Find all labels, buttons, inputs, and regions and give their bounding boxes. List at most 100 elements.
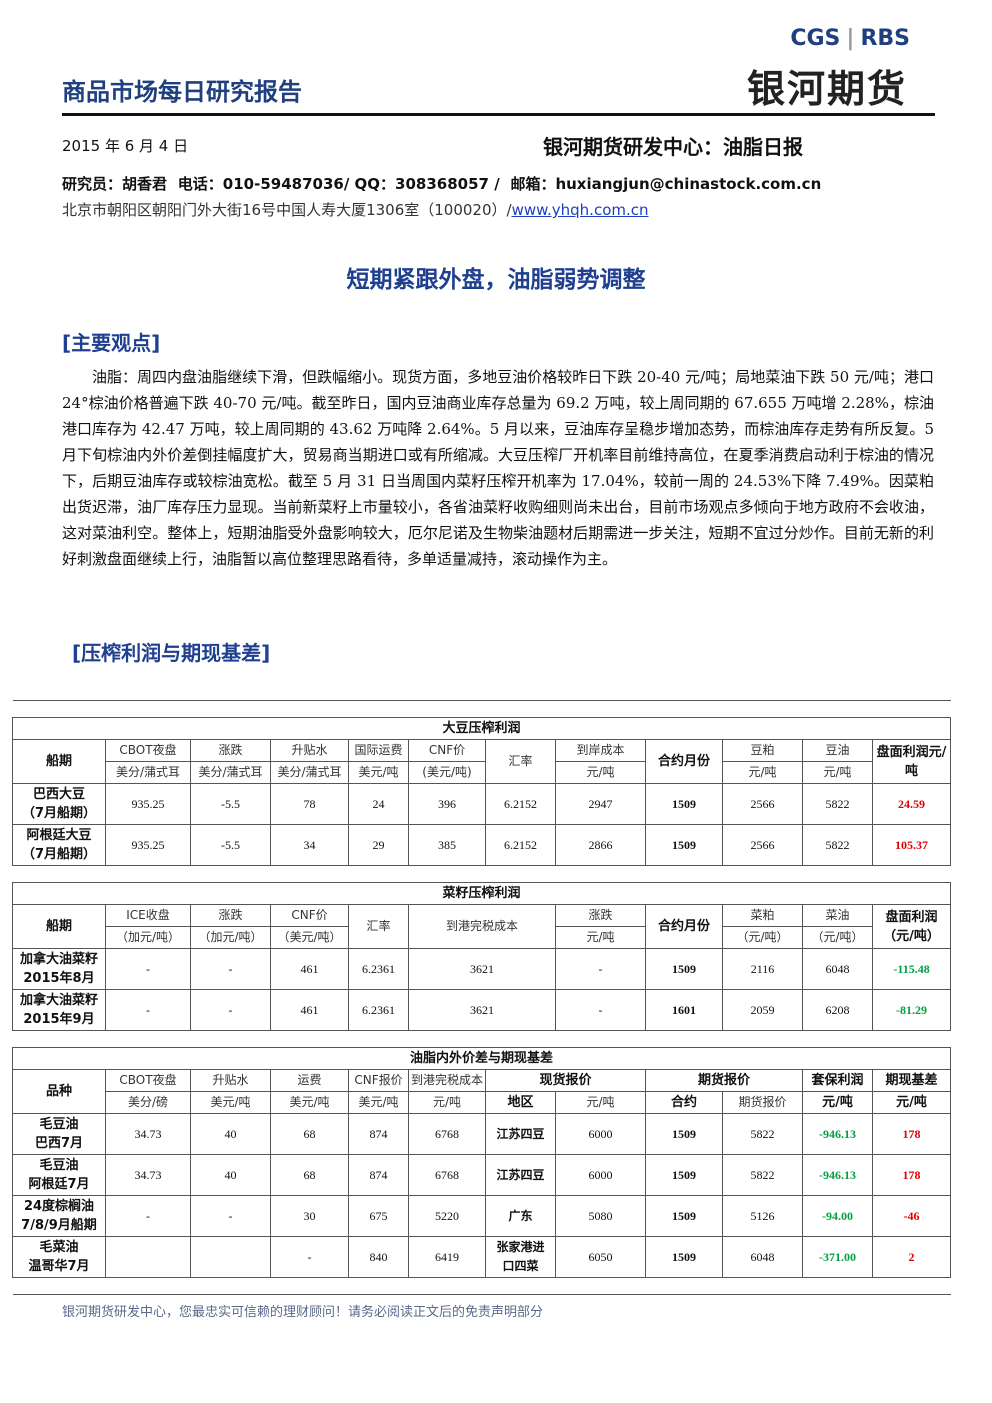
contact: 研究员：胡香君 电话：010-59487036/ QQ：308368057 / …	[62, 173, 827, 194]
data-cell: -946.13	[802, 1154, 873, 1196]
spacer-cell	[12, 1030, 951, 1048]
data-cell: 396	[408, 783, 486, 825]
website-link[interactable]: www.yhqh.com.cn	[511, 201, 649, 219]
data-cell: 2116	[722, 948, 803, 990]
header-cell: 元/吨	[802, 1091, 873, 1114]
data-cell: -371.00	[802, 1236, 873, 1278]
address-text: 北京市朝阳区朝阳门外大街16号中国人寿大厦1306室（100020）/	[62, 201, 512, 219]
data-row: 阿根廷大豆 （7月船期） 935.25 -5.5 34 29 385 6.2152 2866 1…	[12, 824, 952, 866]
data-cell: 加拿大油菜籽 2015年9月	[12, 989, 106, 1031]
data-cell: -5.5	[190, 783, 271, 825]
data-cell: 385	[408, 824, 486, 866]
data-cell: 5822	[802, 783, 873, 825]
header-cell: 菜油	[802, 904, 873, 927]
report-title: 商品市场每日研究报告	[62, 78, 302, 106]
data-cell: 1509	[645, 824, 723, 866]
header-cell: 豆油	[802, 739, 873, 762]
data-cell: -	[555, 948, 646, 990]
header-cell: 豆粕	[722, 739, 803, 762]
logo: CGS | RBS	[790, 26, 910, 51]
table-title-row: 油脂内外价差与期现基差	[11, 1047, 952, 1070]
data-cell: -94.00	[802, 1195, 873, 1237]
data-cell: 1509	[645, 783, 723, 825]
address: 北京市朝阳区朝阳门外大街16号中国人寿大厦1306室（100020）/www.y…	[62, 199, 649, 220]
data-cell: 1509	[645, 1195, 723, 1237]
data-cell: -	[190, 989, 271, 1031]
header-cell: 美分/蒲式耳	[105, 761, 191, 784]
header-cell: ICE收盘	[105, 904, 191, 927]
paragraph: 油脂：周四内盘油脂继续下滑，但跌幅缩小。现货方面，多地豆油价格较昨日下跌 20-…	[62, 368, 934, 568]
data-cell: 阿根廷大豆 （7月船期）	[12, 824, 106, 866]
data-row: 加拿大油菜籽 2015年9月 - -461 6.2361 3621-1601 2059 62…	[12, 989, 952, 1031]
table-title: 大豆压榨利润	[11, 717, 952, 740]
data-cell: 2947	[555, 783, 646, 825]
table-title-row: 大豆压榨利润	[11, 717, 952, 740]
header-cell: 涨跌	[190, 904, 271, 927]
spacer-cell	[12, 1277, 951, 1295]
data-cell: 1509	[645, 1154, 723, 1196]
data-cell	[190, 1236, 271, 1278]
data-cell: 2566	[722, 824, 803, 866]
email: 邮箱：huxiangjun@chinastock.com.cn	[510, 175, 822, 193]
data-cell: 1509	[645, 948, 723, 990]
header-cell: 元/吨	[555, 761, 646, 784]
data-cell: 68	[270, 1113, 349, 1155]
data-cell: 24	[348, 783, 409, 825]
header-cell: 期现基差	[871, 1069, 952, 1092]
data-row: 毛菜油 温哥华7月 -840 6419 张家港进 口四菜 6050 1509 6048 -37…	[12, 1236, 952, 1278]
data-cell: 加拿大油菜籽 2015年8月	[12, 948, 106, 990]
header-cell: 合约月份	[645, 904, 723, 949]
data-cell: 34	[270, 824, 349, 866]
data-cell: 巴西大豆 （7月船期）	[12, 783, 106, 825]
header-cell: 国际运费	[348, 739, 409, 762]
header-cell: 合约月份	[645, 739, 723, 784]
header-cell: CBOT夜盘	[105, 739, 191, 762]
header-cell: 期货报价	[722, 1091, 803, 1114]
data-cell: 6.2152	[485, 783, 556, 825]
header-cell: (美元/吨)	[408, 761, 486, 784]
spacer-row	[12, 865, 951, 883]
header-cell: 地区	[485, 1091, 556, 1114]
header-row: 美分/磅 美元/吨 美元/吨 美元/吨 元/吨 地区 元/吨 合约 期货报价 元/吨 元/吨	[13, 1091, 952, 1114]
data-cell: -115.48	[871, 948, 952, 990]
header-cell: （美元/吨）	[270, 926, 349, 949]
data-cell: 874	[348, 1113, 409, 1155]
data-cell: 461	[270, 948, 349, 990]
data-cell: -	[105, 948, 191, 990]
header-cell: 到港完税成本	[408, 904, 556, 949]
header-cell: 元/吨	[555, 1091, 646, 1114]
center-name: 银河期货研发中心：油脂日报	[543, 135, 803, 159]
data-cell: 3621	[408, 989, 556, 1031]
date: 2015 年 6 月 4 日	[62, 137, 189, 155]
data-cell: 6419	[408, 1236, 486, 1278]
data-cell: -46	[871, 1195, 952, 1237]
data-cell: 178	[871, 1154, 952, 1196]
data-cell: 毛菜油 温哥华7月	[12, 1236, 106, 1278]
header-cell: 现货报价	[485, 1069, 646, 1092]
data-cell: 461	[270, 989, 349, 1031]
data-cell: -946.13	[802, 1113, 873, 1155]
data-cell: 935.25	[105, 783, 191, 825]
header-cell: 美元/吨	[348, 761, 409, 784]
spacer-cell	[12, 700, 951, 718]
section-title: [主要观点]	[62, 331, 161, 355]
header-cell: 美元/吨	[190, 1091, 271, 1114]
data-cell: 6050	[555, 1236, 646, 1278]
data-cell: 6768	[408, 1113, 486, 1155]
data-cell: 24度棕榈油 7/8/9月船期	[12, 1195, 106, 1237]
data-cell: 34.73	[105, 1154, 191, 1196]
logo-rbs: RBS	[860, 26, 910, 51]
header-cell: 元/吨	[408, 1091, 486, 1114]
researcher: 研究员：胡香君	[62, 175, 168, 193]
header-cell: CNF价	[408, 739, 486, 762]
header-cell: 船期	[12, 904, 106, 949]
header-row: 品种 CBOT夜盘 升贴水 运费 CNF报价 到港完税成本 现货报价 期货报价 套保利润 期现基差	[12, 1069, 952, 1114]
data-cell: 40	[190, 1113, 271, 1155]
header-cell: CNF价	[270, 904, 349, 927]
data-cell: 2	[871, 1236, 952, 1278]
header-cell: 美元/吨	[348, 1091, 409, 1114]
spacer-row	[12, 1277, 951, 1295]
table-title: 油脂内外价差与期现基差	[11, 1047, 952, 1070]
data-cell: 105.37	[871, 824, 952, 866]
